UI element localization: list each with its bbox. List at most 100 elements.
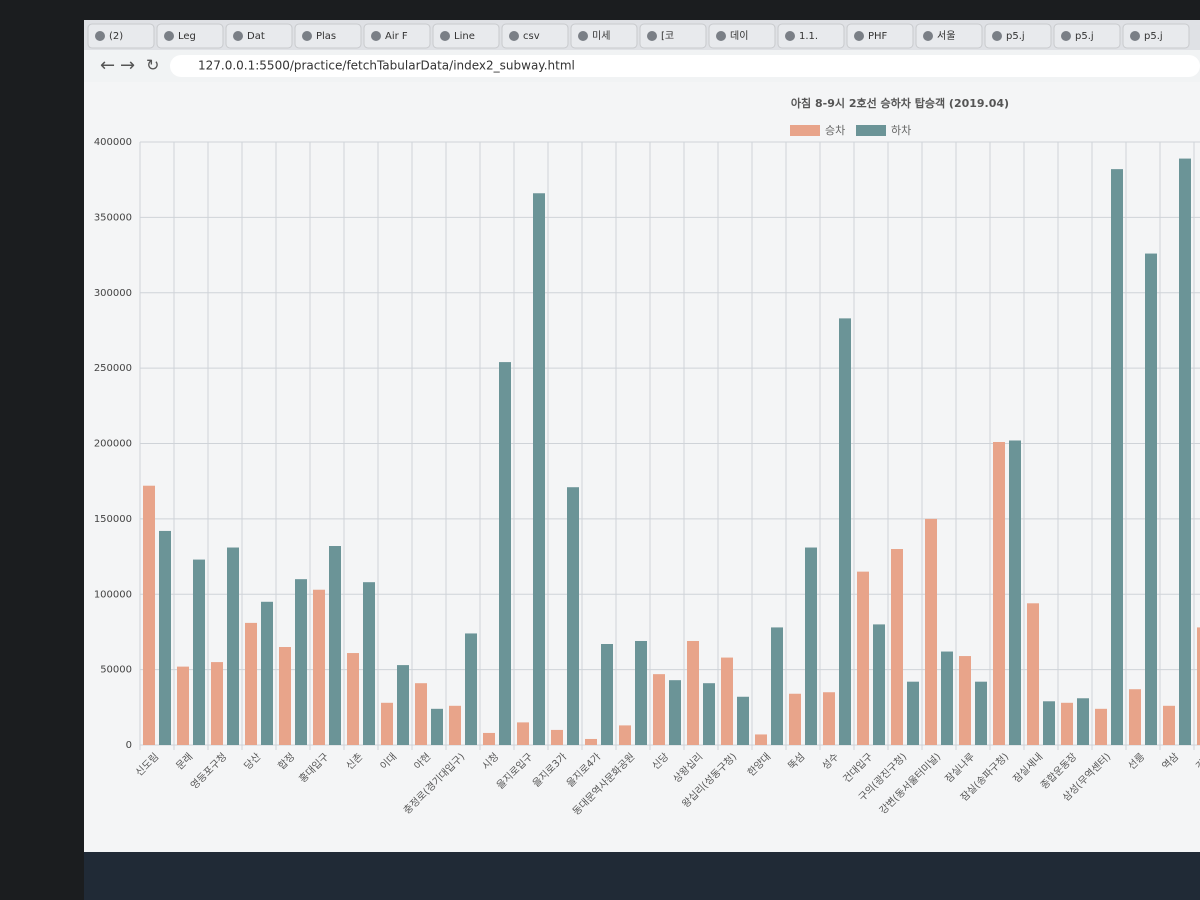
bar (669, 680, 681, 745)
bar (789, 693, 801, 745)
tab-title: p5.j (1144, 31, 1163, 42)
tab[interactable] (846, 23, 914, 49)
y-tick-label: 200000 (94, 439, 132, 450)
bar (431, 708, 443, 745)
bar (941, 651, 953, 745)
address-bar[interactable] (170, 55, 1200, 77)
bar (483, 732, 495, 745)
tab[interactable] (363, 23, 431, 49)
bar (1061, 702, 1073, 745)
tab-icon (233, 31, 243, 41)
tab[interactable] (915, 23, 983, 49)
back-button[interactable]: ← (100, 55, 115, 76)
taskbar (84, 852, 1200, 900)
bar (1095, 708, 1107, 745)
bar (551, 729, 563, 745)
legend-label: 하차 (891, 123, 911, 137)
bar (925, 518, 937, 745)
tab[interactable] (639, 23, 707, 49)
tab[interactable] (432, 23, 500, 49)
bar (1197, 627, 1200, 745)
bar (805, 547, 817, 745)
tab-title: p5.j (1006, 31, 1025, 42)
bar (567, 487, 579, 745)
bar (823, 692, 835, 745)
chart-title: 아침 8-9시 2호선 승하차 탑승객 (2019.04) (791, 96, 1009, 110)
legend-label: 승차 (825, 124, 845, 137)
tab-icon (578, 31, 588, 41)
bar (635, 640, 647, 745)
bar (449, 705, 461, 745)
bar (415, 683, 427, 745)
tab-icon (440, 31, 450, 41)
y-tick-label: 350000 (94, 212, 132, 223)
tab-icon (302, 31, 312, 41)
tab-title: 데이 (730, 30, 748, 42)
tab-title: Plas (316, 31, 336, 42)
tab-icon (164, 31, 174, 41)
tab[interactable] (1122, 23, 1190, 49)
tab[interactable] (570, 23, 638, 49)
bar (381, 702, 393, 745)
tab[interactable] (1053, 23, 1121, 49)
tab-title: Leg (178, 31, 196, 42)
bar (737, 696, 749, 745)
bar (687, 640, 699, 745)
x-tick-label: 강남 (1194, 751, 1200, 773)
tab[interactable] (156, 23, 224, 49)
tab-title: [코 (661, 31, 674, 42)
tab-icon (854, 31, 864, 41)
bar (1111, 169, 1123, 745)
bar (1027, 603, 1039, 745)
tab-title: Dat (247, 31, 265, 42)
legend-swatch (856, 125, 886, 136)
bar (279, 647, 291, 745)
bar (347, 653, 359, 745)
y-tick-label: 0 (126, 740, 132, 751)
tab[interactable] (984, 23, 1052, 49)
reload-button[interactable]: ↻ (146, 56, 159, 75)
tab[interactable] (294, 23, 362, 49)
bar (755, 734, 767, 745)
bar (907, 681, 919, 745)
bar (1179, 158, 1191, 745)
tab-icon (1130, 31, 1140, 41)
bar (159, 530, 171, 745)
bar (465, 633, 477, 745)
tab[interactable] (501, 23, 569, 49)
bar (993, 441, 1005, 745)
tab-icon (716, 31, 726, 41)
tab[interactable] (87, 23, 155, 49)
bar (721, 657, 733, 745)
tab-title: PHF (868, 31, 888, 42)
tab[interactable] (777, 23, 845, 49)
legend-swatch (790, 125, 820, 136)
tab-icon (95, 31, 105, 41)
url: 127.0.0.1:5500/practice/fetchTabularData… (198, 59, 575, 73)
y-tick-label: 150000 (94, 514, 132, 525)
bar (1009, 440, 1021, 745)
forward-button[interactable]: → (120, 55, 135, 76)
bar (397, 665, 409, 745)
bar (839, 318, 851, 745)
tab[interactable] (225, 23, 293, 49)
bar (873, 624, 885, 745)
tab-icon (371, 31, 381, 41)
tab-title: 미세 (592, 30, 610, 42)
bar (143, 485, 155, 745)
bar (245, 622, 257, 745)
bar (771, 627, 783, 745)
bar (601, 643, 613, 745)
y-tick-label: 250000 (94, 363, 132, 374)
bar (619, 725, 631, 745)
bar (499, 362, 511, 745)
tab-icon (509, 31, 519, 41)
tab[interactable] (708, 23, 776, 49)
tab-title: Line (454, 31, 475, 42)
bar (891, 549, 903, 745)
tab-icon (1061, 31, 1071, 41)
bar (261, 601, 273, 745)
bar (177, 666, 189, 745)
y-tick-label: 100000 (94, 589, 132, 600)
y-tick-label: 400000 (94, 137, 132, 148)
